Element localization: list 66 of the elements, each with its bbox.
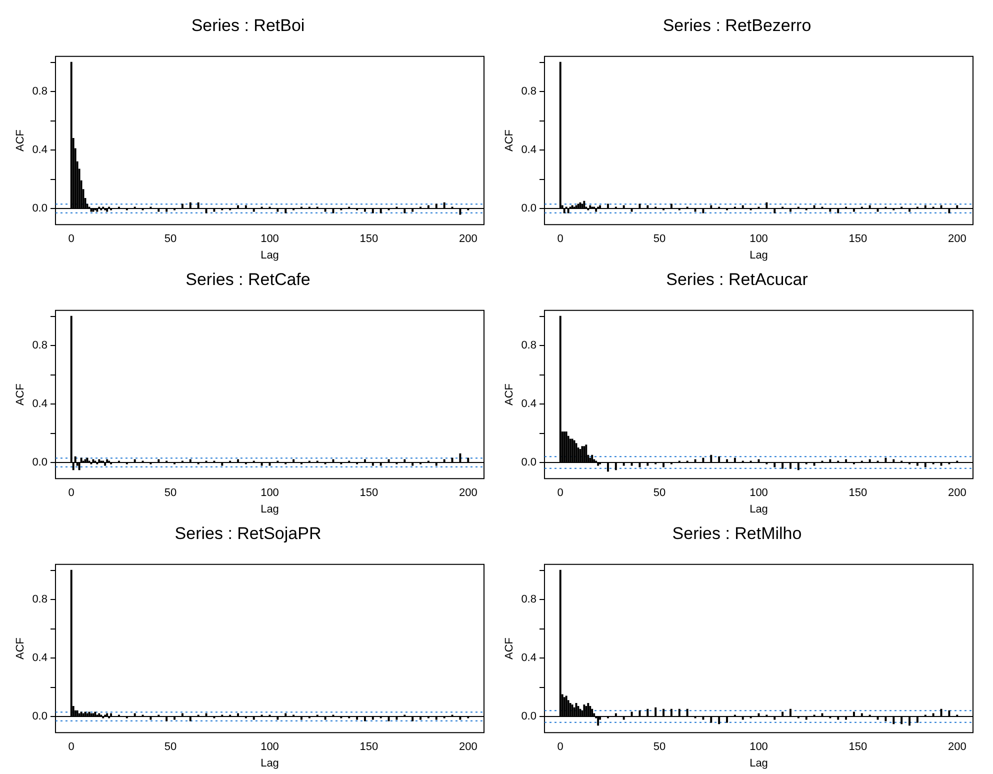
y-tick-label: 0.0 <box>32 202 48 215</box>
x-tick-label: 150 <box>848 233 868 246</box>
x-tick-label: 150 <box>848 741 868 754</box>
x-tick-label: 50 <box>164 741 177 754</box>
x-tick-label: 100 <box>260 487 279 500</box>
x-tick-label: 150 <box>848 487 868 500</box>
x-axis-title: Lag <box>750 249 768 262</box>
y-tick-label: 0.8 <box>521 340 536 352</box>
x-tick-label: 0 <box>557 233 564 246</box>
y-tick-label: 0.4 <box>521 652 536 664</box>
x-tick-label: 200 <box>458 233 478 246</box>
y-tick-label: 0.4 <box>521 144 536 156</box>
chart-title: Series : RetBoi <box>191 16 305 35</box>
y-tick-label: 0.4 <box>32 398 48 410</box>
x-tick-label: 50 <box>164 233 177 246</box>
y-axis-title: ACF <box>14 637 27 660</box>
x-tick-label: 100 <box>260 233 279 246</box>
x-tick-label: 0 <box>68 487 74 500</box>
x-tick-label: 100 <box>750 233 768 246</box>
x-tick-label: 100 <box>750 741 768 754</box>
x-tick-label: 150 <box>360 487 378 500</box>
chart-title: Series : RetBezerro <box>662 16 812 35</box>
x-tick-label: 50 <box>653 487 666 500</box>
x-tick-label: 0 <box>557 487 564 500</box>
y-tick-label: 0.0 <box>32 710 48 723</box>
y-tick-label: 0.0 <box>521 456 536 469</box>
x-tick-label: 50 <box>653 741 666 754</box>
y-tick-label: 0.0 <box>32 456 48 469</box>
x-axis-title: Lag <box>260 757 279 770</box>
x-axis-title: Lag <box>260 503 279 516</box>
x-tick-label: 200 <box>948 487 966 500</box>
x-tick-label: 0 <box>557 741 564 754</box>
x-tick-label: 200 <box>948 741 966 754</box>
y-axis-title: ACF <box>504 637 516 660</box>
x-tick-label: 200 <box>458 487 478 500</box>
x-tick-label: 150 <box>360 233 378 246</box>
x-axis-title: Lag <box>750 503 768 516</box>
y-tick-label: 0.8 <box>32 594 48 606</box>
x-tick-label: 100 <box>260 741 279 754</box>
y-tick-label: 0.4 <box>32 652 48 664</box>
x-tick-label: 0 <box>68 233 74 246</box>
x-tick-label: 50 <box>164 487 177 500</box>
chart-title: Series : RetAcucar <box>666 270 808 289</box>
chart-title: Series : RetCafe <box>186 270 310 289</box>
x-tick-label: 200 <box>458 741 478 754</box>
y-tick-label: 0.4 <box>521 398 536 410</box>
y-tick-label: 0.0 <box>521 202 536 215</box>
x-tick-label: 200 <box>948 233 966 246</box>
y-tick-label: 0.4 <box>32 144 48 156</box>
y-tick-label: 0.8 <box>32 340 48 352</box>
x-tick-label: 0 <box>68 741 74 754</box>
y-tick-label: 0.8 <box>521 86 536 98</box>
x-tick-label: 100 <box>750 487 768 500</box>
y-axis-title: ACF <box>504 383 516 406</box>
x-axis-title: Lag <box>750 757 768 770</box>
y-tick-label: 0.8 <box>32 86 48 98</box>
y-axis-title: ACF <box>14 129 27 152</box>
x-axis-title: Lag <box>260 249 279 262</box>
chart-title: Series : RetSojaPR <box>174 524 322 543</box>
y-axis-title: ACF <box>504 129 516 152</box>
y-axis-title: ACF <box>14 383 27 406</box>
x-tick-label: 150 <box>360 741 378 754</box>
chart-title: Series : RetMilho <box>672 524 802 543</box>
x-tick-label: 50 <box>653 233 666 246</box>
y-tick-label: 0.8 <box>521 594 536 606</box>
y-tick-label: 0.0 <box>521 710 536 723</box>
